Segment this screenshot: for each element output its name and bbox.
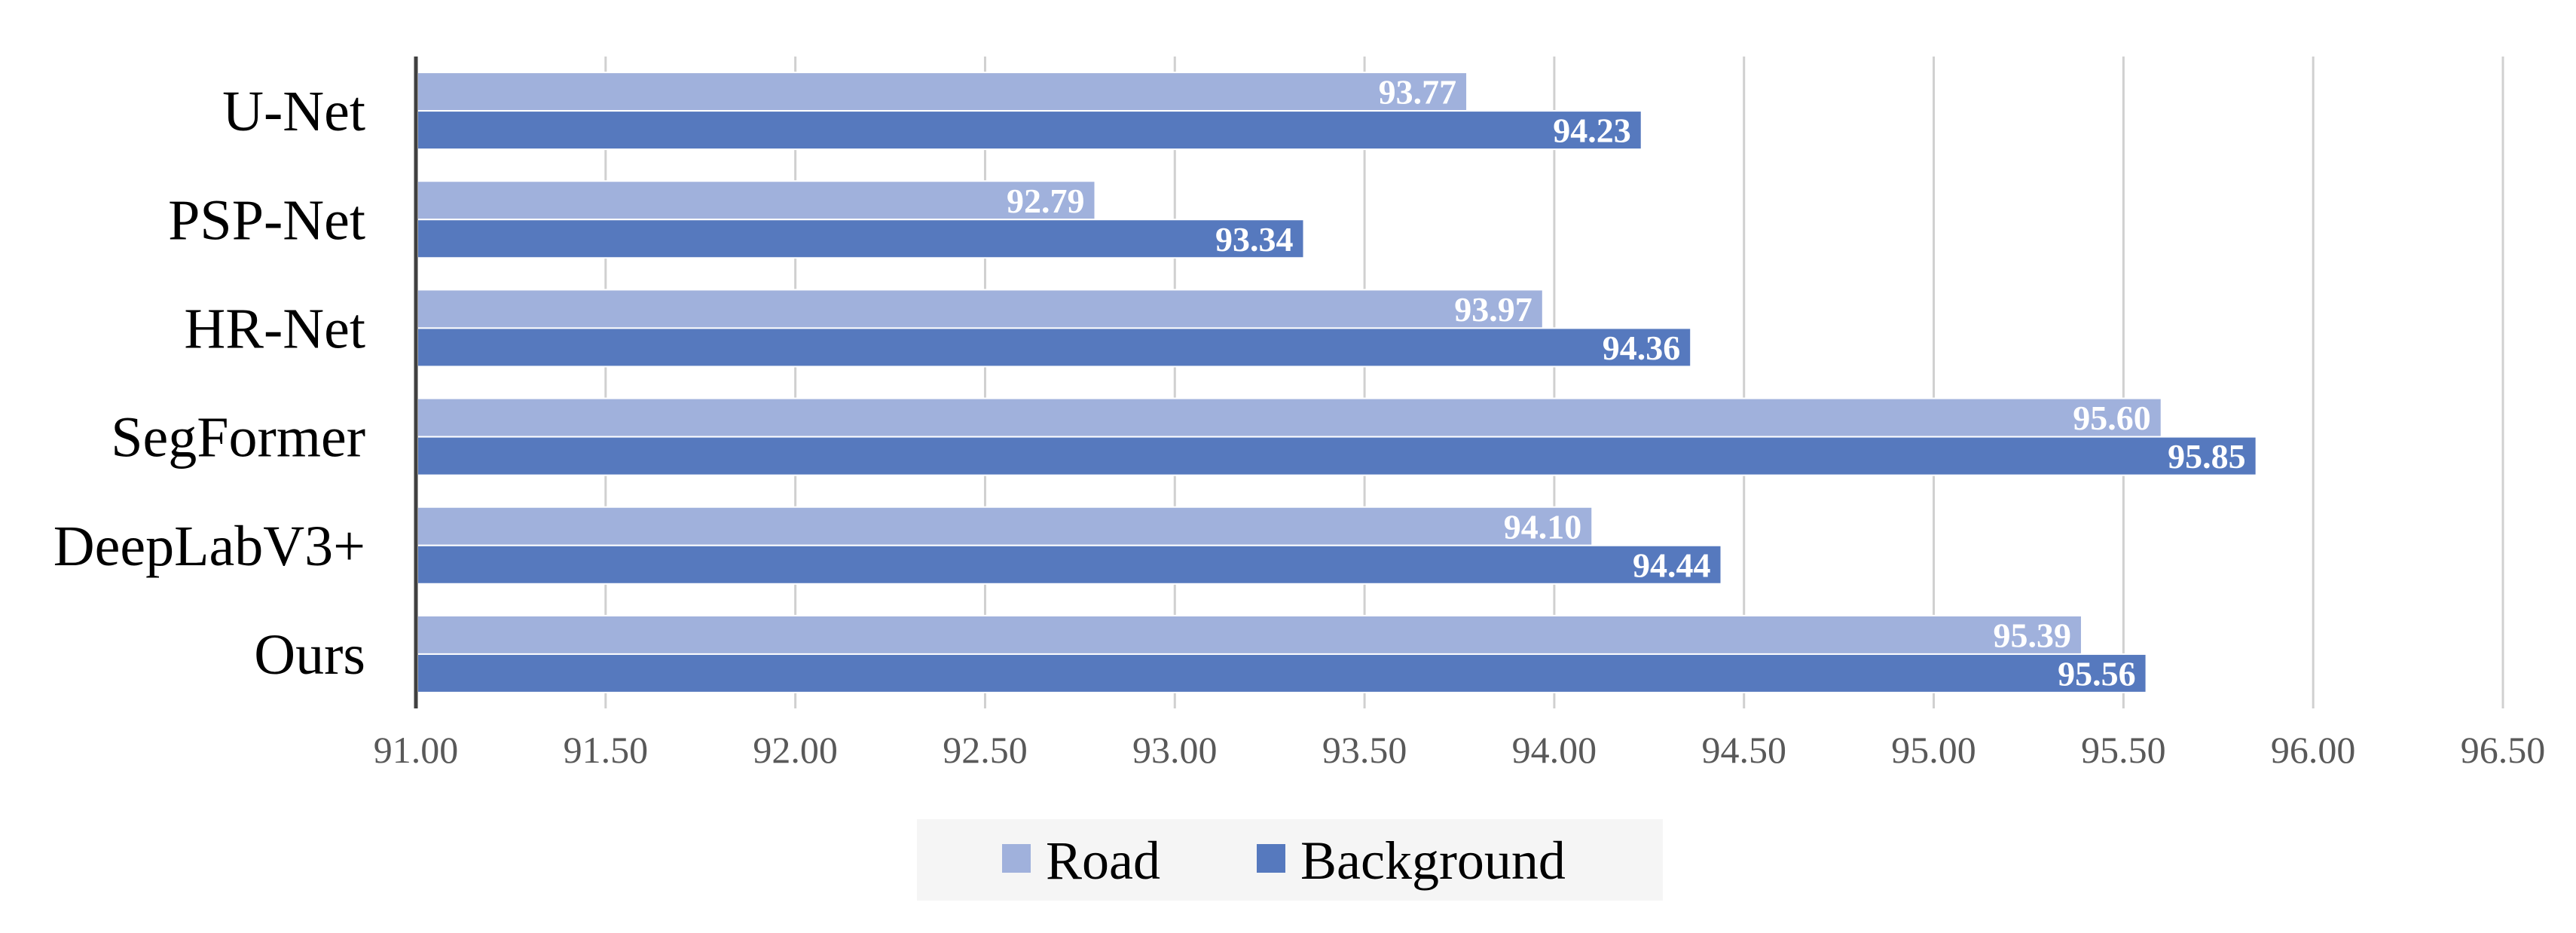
bar-road-ours — [417, 614, 2082, 655]
data-labels: 93.77 94.23 92.79 93.34 93.97 94.36 95.60 95.85… — [1007, 73, 2246, 693]
bar-background-segformer — [417, 436, 2257, 476]
data-label-road-psp-net: 92.79 — [1007, 182, 1085, 220]
data-label-road-deeplabv3: 94.10 — [1504, 507, 1582, 546]
x-tick-label: 96.00 — [2271, 729, 2356, 771]
data-label-background-segformer: 95.85 — [2168, 437, 2246, 476]
category-label-deeplabv3: DeepLabV3+ — [53, 515, 365, 578]
x-tick-label: 93.50 — [1322, 729, 1407, 771]
data-label-background-ours: 95.56 — [2058, 654, 2136, 693]
bar-road-u-net — [417, 72, 1468, 112]
data-label-background-hr-net: 94.36 — [1603, 329, 1681, 367]
bar-road-psp-net — [417, 180, 1096, 221]
legend-label-background: Background — [1300, 831, 1566, 891]
bars — [417, 72, 2257, 693]
data-label-road-u-net: 93.77 — [1379, 73, 1457, 112]
bar-background-psp-net — [417, 219, 1305, 259]
data-label-road-segformer: 95.60 — [2073, 399, 2151, 437]
x-tick-label: 91.50 — [564, 729, 649, 771]
category-label-segformer: SegFormer — [111, 406, 365, 470]
bar-road-hr-net — [417, 289, 1544, 329]
legend: Road Background — [917, 819, 1663, 901]
x-tick-label: 96.50 — [2461, 729, 2546, 771]
category-label-u-net: U-Net — [222, 80, 365, 143]
x-tick-label: 94.00 — [1512, 729, 1597, 771]
data-label-road-ours: 95.39 — [1993, 616, 2071, 654]
bar-background-u-net — [417, 110, 1642, 151]
axes: 91.00 91.50 92.00 92.50 93.00 93.50 94.00 94.50… — [53, 57, 2546, 771]
x-tick-label: 92.50 — [943, 729, 1028, 771]
category-label-hr-net: HR-Net — [184, 297, 365, 360]
data-label-road-hr-net: 93.97 — [1454, 290, 1532, 329]
x-tick-label: 91.00 — [374, 729, 459, 771]
x-tick-label: 93.00 — [1132, 729, 1218, 771]
x-tick-label: 95.00 — [1891, 729, 1976, 771]
category-label-ours: Ours — [254, 623, 365, 687]
legend-swatch-background — [1257, 844, 1285, 873]
data-label-background-psp-net: 93.34 — [1215, 220, 1294, 258]
bar-background-deeplabv3 — [417, 544, 1722, 585]
x-tick-label: 92.00 — [753, 729, 838, 771]
bar-road-deeplabv3 — [417, 506, 1594, 546]
legend-box — [917, 819, 1663, 901]
category-label-psp-net: PSP-Net — [168, 188, 365, 252]
x-tick-label: 95.50 — [2081, 729, 2166, 771]
bar-background-hr-net — [417, 327, 1692, 368]
x-tick-label: 94.50 — [1701, 729, 1786, 771]
data-label-background-deeplabv3: 94.44 — [1633, 546, 1711, 584]
data-label-background-u-net: 94.23 — [1553, 112, 1631, 150]
bar-road-segformer — [417, 397, 2162, 438]
legend-swatch-road — [1002, 844, 1031, 873]
gridlines — [604, 57, 2504, 708]
legend-label-road: Road — [1046, 831, 1160, 891]
bar-background-ours — [417, 653, 2147, 693]
